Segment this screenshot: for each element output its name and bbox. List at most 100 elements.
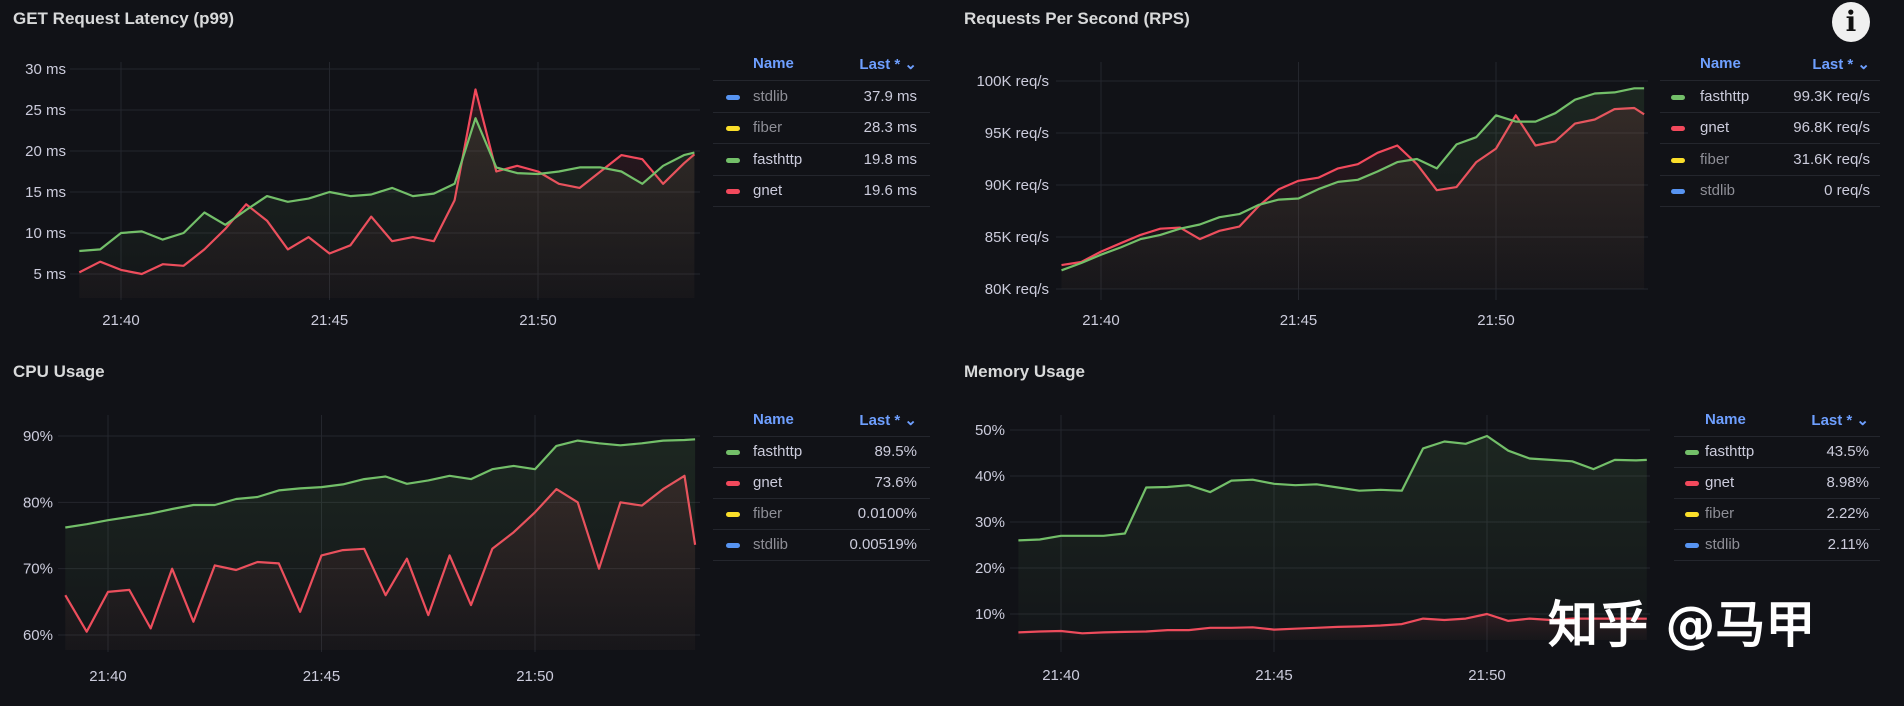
x-tick-label: 21:45 [1280, 312, 1318, 329]
legend-value-gnet: 19.6 ms [863, 182, 917, 199]
y-tick-label: 80K req/s [985, 281, 1049, 298]
legend-swatch-fiber [726, 512, 740, 517]
series-area-fasthttp [79, 118, 695, 298]
legend-divider [1660, 206, 1880, 207]
legend-divider [713, 206, 930, 207]
y-tick-label: 100K req/s [976, 73, 1049, 90]
legend-name-fasthttp[interactable]: fasthttp [753, 151, 803, 168]
info-button[interactable]: i [1832, 2, 1870, 42]
legend-header-name[interactable]: Name [1700, 55, 1741, 72]
legend-divider [1674, 560, 1880, 561]
legend-name-fiber[interactable]: fiber [1705, 505, 1735, 522]
series-area-fasthttp [1061, 88, 1645, 289]
legend-name-stdlib[interactable]: stdlib [1700, 182, 1736, 199]
legend-value-fiber: 0.0100% [857, 505, 917, 522]
legend-name-fasthttp[interactable]: fasthttp [1700, 88, 1750, 105]
legend-swatch-gnet [1671, 126, 1685, 131]
legend-divider [713, 436, 930, 437]
legend-value-fasthttp: 99.3K req/s [1793, 88, 1870, 105]
y-tick-label: 85K req/s [985, 229, 1049, 246]
legend-name-gnet[interactable]: gnet [1705, 474, 1735, 491]
legend-value-gnet: 73.6% [874, 474, 917, 491]
y-tick-label: 70% [23, 561, 53, 578]
legend-swatch-fiber [1685, 512, 1699, 517]
legend-value-fiber: 2.22% [1826, 505, 1869, 522]
legend-name-fiber[interactable]: fiber [753, 505, 783, 522]
legend-value-stdlib: 0.00519% [849, 536, 917, 553]
legend-value-stdlib: 37.9 ms [863, 88, 917, 105]
legend-swatch-fasthttp [726, 158, 740, 163]
panel-title-cpu: CPU Usage [13, 362, 105, 381]
legend-swatch-gnet [1685, 481, 1699, 486]
y-tick-label: 40% [975, 468, 1005, 485]
legend-header-last-sort[interactable]: Last * ⌄ [859, 56, 917, 73]
series-line-fasthttp [1061, 87, 1645, 272]
legend-swatch-fasthttp [1671, 95, 1685, 100]
x-tick-label: 21:40 [1042, 667, 1080, 684]
y-tick-label: 30% [975, 514, 1005, 531]
legend-divider [1660, 143, 1880, 144]
legend-swatch-gnet [726, 481, 740, 486]
legend-divider [1674, 498, 1880, 499]
x-tick-label: 21:40 [1082, 312, 1120, 329]
series-line-fasthttp [79, 117, 695, 253]
y-tick-label: 15 ms [25, 184, 66, 201]
legend-swatch-fiber [1671, 158, 1685, 163]
legend-name-gnet[interactable]: gnet [1700, 119, 1730, 136]
legend-header-name[interactable]: Name [753, 411, 794, 428]
legend-swatch-stdlib [1671, 189, 1685, 194]
legend-name-fasthttp[interactable]: fasthttp [753, 443, 803, 460]
legend-divider [713, 529, 930, 530]
y-tick-label: 10 ms [25, 225, 66, 242]
series-line-fasthttp [65, 438, 696, 529]
legend-swatch-stdlib [726, 543, 740, 548]
y-tick-label: 10% [975, 606, 1005, 623]
legend-swatch-fiber [726, 126, 740, 131]
legend-name-gnet[interactable]: gnet [753, 182, 783, 199]
legend-header-last-sort[interactable]: Last * ⌄ [1812, 56, 1870, 73]
legend-name-fasthttp[interactable]: fasthttp [1705, 443, 1755, 460]
legend-swatch-stdlib [726, 95, 740, 100]
legend-divider [713, 467, 930, 468]
x-tick-label: 21:45 [303, 668, 341, 685]
y-tick-label: 25 ms [25, 102, 66, 119]
y-tick-label: 5 ms [33, 266, 66, 283]
legend-header-name[interactable]: Name [753, 55, 794, 72]
legend-value-stdlib: 0 req/s [1824, 182, 1870, 199]
legend-name-stdlib[interactable]: stdlib [753, 536, 789, 553]
x-tick-label: 21:45 [311, 312, 349, 329]
legend-divider [713, 560, 930, 561]
legend-header-name[interactable]: Name [1705, 411, 1746, 428]
legend-name-stdlib[interactable]: stdlib [753, 88, 789, 105]
x-tick-label: 21:40 [89, 668, 127, 685]
legend-header-last-sort[interactable]: Last * ⌄ [859, 412, 917, 429]
y-tick-label: 60% [23, 627, 53, 644]
x-tick-label: 21:50 [519, 312, 557, 329]
series-area-fasthttp [65, 439, 696, 650]
watermark: 知乎 @马甲 [1548, 596, 1816, 654]
legend-divider [1674, 529, 1880, 530]
legend-name-stdlib[interactable]: stdlib [1705, 536, 1741, 553]
x-tick-label: 21:50 [1468, 667, 1506, 684]
legend-value-fasthttp: 43.5% [1826, 443, 1869, 460]
legend-value-fiber: 28.3 ms [863, 119, 917, 136]
x-tick-label: 21:40 [102, 312, 140, 329]
y-tick-label: 95K req/s [985, 125, 1049, 142]
legend-divider [713, 143, 930, 144]
legend-header-last-sort[interactable]: Last * ⌄ [1811, 412, 1869, 429]
legend-value-fasthttp: 89.5% [874, 443, 917, 460]
legend-divider [713, 175, 930, 176]
legend-name-gnet[interactable]: gnet [753, 474, 783, 491]
y-tick-label: 20 ms [25, 143, 66, 160]
x-tick-label: 21:50 [1477, 312, 1515, 329]
legend-divider [1660, 175, 1880, 176]
y-tick-label: 90K req/s [985, 177, 1049, 194]
legend-name-fiber[interactable]: fiber [753, 119, 783, 136]
panel-title-memory: Memory Usage [964, 362, 1085, 381]
legend-divider [713, 498, 930, 499]
legend-name-fiber[interactable]: fiber [1700, 151, 1730, 168]
y-tick-label: 20% [975, 560, 1005, 577]
legend-divider [713, 112, 930, 113]
legend-swatch-fasthttp [1685, 450, 1699, 455]
